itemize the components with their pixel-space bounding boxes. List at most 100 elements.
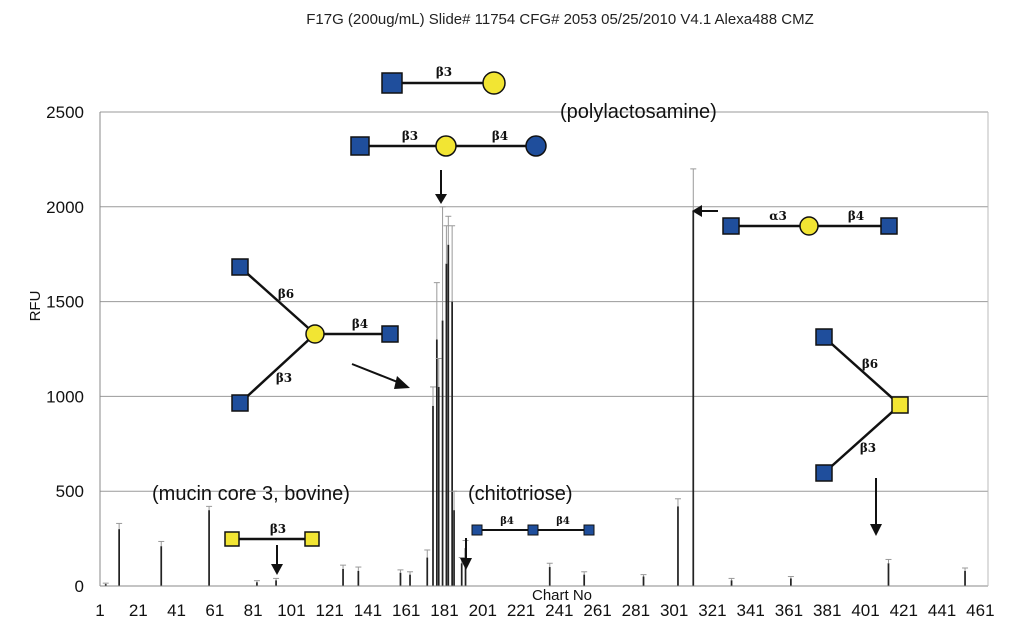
bar [887,563,890,586]
y-tick-labels: 0 500 1000 1500 2000 2500 [46,103,84,596]
x-tick-label: 361 [775,601,803,620]
x-tick-label: 121 [315,601,343,620]
galnac-square-icon [224,531,240,547]
x-tick-label: 301 [660,601,688,620]
glcnac-square-icon [381,72,403,94]
glcnac-square-icon [880,217,898,235]
bar [432,405,434,586]
bar [256,582,258,586]
galnac-square-icon [891,396,909,414]
bar [445,263,448,586]
glcnac-square-icon [815,328,833,346]
glcnac-square-icon [231,258,249,276]
bar [160,546,163,586]
x-tick-label: 241 [545,601,573,620]
bar [677,506,679,586]
bar [104,584,107,586]
bond-label: β4 [492,129,508,143]
arrow-down-icon [435,170,447,204]
x-tick-label: 401 [851,601,879,620]
bar [357,570,360,586]
glcnac-square-icon [815,464,833,482]
glcnac-square-icon [471,524,483,536]
gal-circle-icon [799,216,819,236]
glycan-right-trisaccharide: α3 β4 [722,209,898,236]
glycan-mucin-core3: β3 [224,522,320,547]
x-tick-label: 341 [737,601,765,620]
y-tick-label: 1000 [46,387,84,406]
bond-label: β4 [848,209,864,223]
gal-circle-icon [435,135,457,157]
bar [453,510,455,586]
bond-label: β3 [270,522,286,536]
glc-circle-icon [525,135,547,157]
glcnac-square-icon [583,524,595,536]
glycan-top-disaccharide: β3 [381,65,506,95]
x-tick-label: 201 [469,601,497,620]
glcnac-square-icon [381,325,399,343]
bond-label: β4 [352,317,368,331]
x-tick-label: 61 [205,601,224,620]
x-tick-label: 161 [392,601,420,620]
chart-title: F17G (200ug/mL) Slide# 11754 CFG# 2053 0… [306,11,814,28]
bond-label: β4 [556,516,570,527]
x-tick-label: 181 [430,601,458,620]
bond-label: β4 [500,516,514,527]
x-tick-labels: 1 21 41 61 81 101 121 141 161 181 201 221 241 261 281 3… [95,601,994,620]
bar [441,320,444,586]
bar [437,386,440,586]
y-tick-label: 2000 [46,198,84,217]
y-tick-label: 2500 [46,103,84,122]
bond-label: β6 [862,357,878,371]
glycan-chitotriose: β4 β4 [471,516,595,536]
glcnac-square-icon [527,524,539,536]
x-tick-label: 261 [583,601,611,620]
arrow-left-icon [692,205,718,217]
x-tick-label: 421 [890,601,918,620]
bar [426,557,429,586]
bar [451,301,453,586]
x-tick-label: 221 [507,601,535,620]
bar [447,244,450,586]
bar [790,578,792,586]
y-tick-label: 1500 [46,293,84,312]
x-tick-label: 1 [95,601,104,620]
galnac-square-icon [304,531,320,547]
x-tick-label: 41 [167,601,186,620]
arrow-down-icon [271,545,283,575]
x-tick-label: 321 [698,601,726,620]
bond-label: α3 [769,209,787,223]
annotation-chitotriose: (chitotriose) [468,483,572,505]
x-tick-label: 461 [966,601,994,620]
bar [460,563,463,586]
bar [399,572,402,586]
arrow-down-icon [460,538,472,570]
annotation-polylactosamine: (polylactosamine) [560,101,717,123]
bar [118,529,120,586]
bar [730,580,733,586]
glycan-left-branched: β6 β3 β4 [231,258,399,412]
x-tick-label: 101 [277,601,305,620]
bar [409,574,411,586]
bar [548,567,551,586]
bar [208,510,210,586]
arrow-diagonal-icon [351,363,410,389]
glycan-top-trisaccharide: β3 β4 [350,129,547,157]
bar [692,210,695,587]
x-tick-label: 141 [354,601,382,620]
bar [583,574,586,586]
x-tick-label: 381 [813,601,841,620]
bar [342,568,344,586]
y-axis-label: RFU [27,291,44,322]
gal-circle-icon [482,71,506,95]
x-tick-label: 21 [129,601,148,620]
glycan-right-branched: β6 β3 [815,328,909,482]
bond-label: β3 [860,441,876,455]
bond-label: β3 [402,129,418,143]
x-tick-label: 81 [244,601,263,620]
bar [435,339,438,586]
bond-label: β6 [278,287,294,301]
annotation-mucin-core3: (mucin core 3, bovine) [152,483,350,505]
bar [642,576,645,586]
